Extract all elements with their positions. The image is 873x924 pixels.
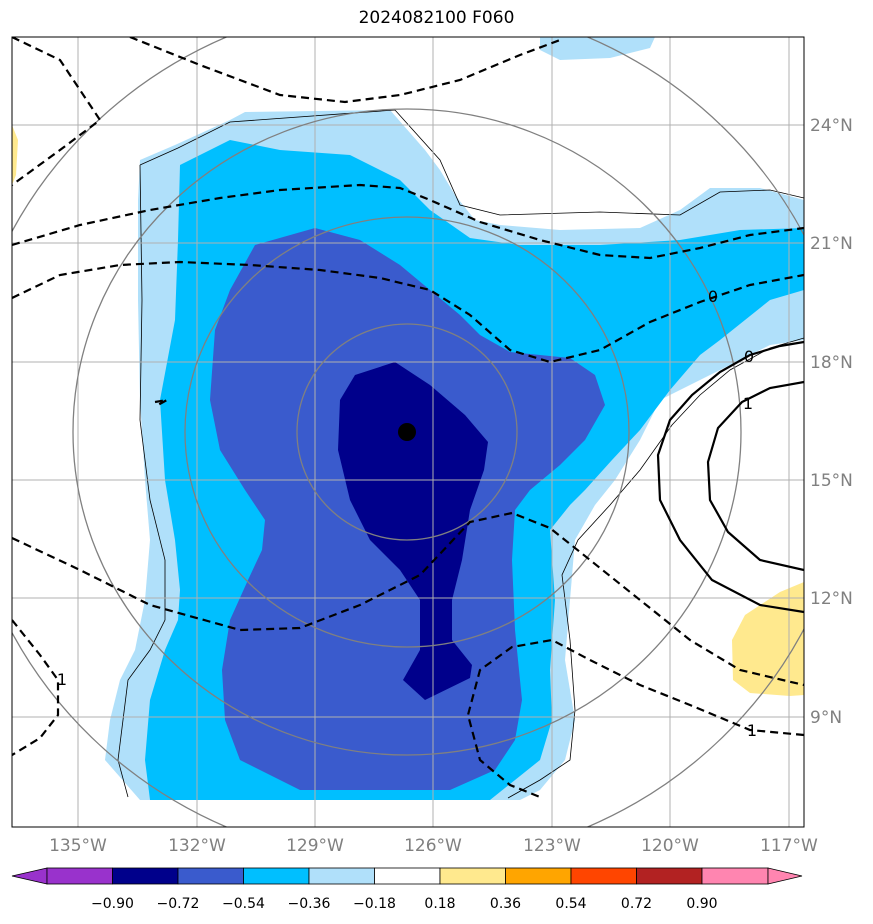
lat-label: 24°N xyxy=(810,116,853,136)
colorbar-tick-label: 0.72 xyxy=(621,896,652,912)
colorbar-segment xyxy=(46,867,113,885)
colorbar-tick-label: −0.36 xyxy=(288,896,331,912)
latitude-labels: 24°N 21°N 18°N 15°N 12°N 9°N xyxy=(810,116,853,728)
contour-label: 0 xyxy=(708,287,718,306)
lon-label: 120°W xyxy=(641,836,699,856)
lon-label: 123°W xyxy=(523,836,581,856)
thin-outline-lines xyxy=(117,109,804,799)
storm-center-marker xyxy=(398,423,416,441)
colorbar-segment xyxy=(701,867,769,885)
lon-label: 132°W xyxy=(168,836,226,856)
lon-label: 135°W xyxy=(49,836,107,856)
range-rings xyxy=(12,37,804,827)
lat-lon-grid xyxy=(12,37,804,827)
colorbar-segment xyxy=(374,867,441,885)
colorbar-segment xyxy=(243,867,310,885)
colorbar-tick-label: 0.36 xyxy=(490,896,521,912)
colorbar xyxy=(11,867,803,885)
colorbar-segment xyxy=(636,867,703,885)
colorbar-tick-label: −0.72 xyxy=(157,896,200,912)
contour-label: 1 xyxy=(743,394,753,413)
contour-label: 1 xyxy=(57,670,67,689)
colorbar-segment xyxy=(439,867,506,885)
longitude-labels: 135°W 132°W 129°W 126°W 123°W 120°W 117°… xyxy=(49,836,818,856)
contour-label: 0 xyxy=(744,347,754,366)
colorbar-segment xyxy=(767,867,803,885)
lat-label: 15°N xyxy=(810,471,853,491)
lat-label: 12°N xyxy=(810,589,853,609)
colorbar-tick-label: −0.90 xyxy=(91,896,134,912)
contour-labels: 0 0 1 1 1 xyxy=(57,287,757,740)
colorbar-tick-label: −0.18 xyxy=(353,896,396,912)
lat-label: 18°N xyxy=(810,353,853,373)
plot-frame xyxy=(11,36,805,828)
solid-contours xyxy=(656,340,804,614)
dashed-contours xyxy=(12,37,804,799)
colorbar-tick-label: −0.54 xyxy=(222,896,265,912)
colorbar-segment xyxy=(177,867,244,885)
colorbar-segment xyxy=(570,867,637,885)
colorbar-segment xyxy=(112,867,179,885)
colorbar-segment xyxy=(505,867,572,885)
lat-label: 9°N xyxy=(810,708,842,728)
navy-region xyxy=(338,362,488,700)
map-plot-area: 0 0 1 1 1 xyxy=(12,37,804,827)
colorbar-tick-label: 0.90 xyxy=(686,896,717,912)
contour-label: 1 xyxy=(747,721,757,740)
yellow-region xyxy=(12,125,804,696)
map-title: 2024082100 F060 xyxy=(358,8,515,28)
lon-label: 117°W xyxy=(760,836,818,856)
colorbar-segment xyxy=(11,867,48,885)
colorbar-tick-label: 0.54 xyxy=(555,896,586,912)
colorbar-segment xyxy=(308,867,375,885)
lon-label: 126°W xyxy=(404,836,462,856)
colorbar-ticks: −0.90 −0.72 −0.54 −0.36 −0.18 0.18 0.36 … xyxy=(91,896,718,912)
lon-label: 129°W xyxy=(286,836,344,856)
colorbar-tick-label: 0.18 xyxy=(424,896,455,912)
lat-label: 21°N xyxy=(810,234,853,254)
